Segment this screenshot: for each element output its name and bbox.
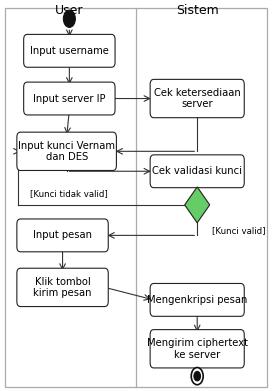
FancyBboxPatch shape [17, 219, 108, 252]
Polygon shape [185, 187, 210, 223]
Circle shape [191, 368, 203, 385]
Text: [Kunci valid]: [Kunci valid] [212, 226, 266, 235]
Text: Input username: Input username [30, 46, 109, 56]
Text: User: User [55, 4, 84, 17]
FancyBboxPatch shape [150, 330, 244, 368]
Text: Input server IP: Input server IP [33, 93, 106, 104]
Text: [Kunci tidak valid]: [Kunci tidak valid] [30, 189, 108, 199]
Circle shape [194, 371, 200, 381]
Text: Sistem: Sistem [176, 4, 219, 17]
Text: Klik tombol
kirim pesan: Klik tombol kirim pesan [33, 276, 92, 298]
FancyBboxPatch shape [150, 155, 244, 188]
Text: Input kunci Vernam
dan DES: Input kunci Vernam dan DES [18, 140, 115, 162]
FancyBboxPatch shape [17, 132, 116, 170]
Text: Mengenkripsi pesan: Mengenkripsi pesan [147, 295, 248, 305]
FancyBboxPatch shape [17, 268, 108, 307]
Text: Cek validasi kunci: Cek validasi kunci [152, 166, 242, 176]
Circle shape [63, 10, 75, 27]
Text: Mengirim ciphertext
ke server: Mengirim ciphertext ke server [147, 338, 248, 360]
Text: Cek ketersediaan
server: Cek ketersediaan server [154, 88, 240, 109]
FancyBboxPatch shape [150, 283, 244, 316]
FancyBboxPatch shape [150, 79, 244, 118]
FancyBboxPatch shape [24, 82, 115, 115]
Text: Input pesan: Input pesan [33, 230, 92, 240]
FancyBboxPatch shape [24, 34, 115, 67]
